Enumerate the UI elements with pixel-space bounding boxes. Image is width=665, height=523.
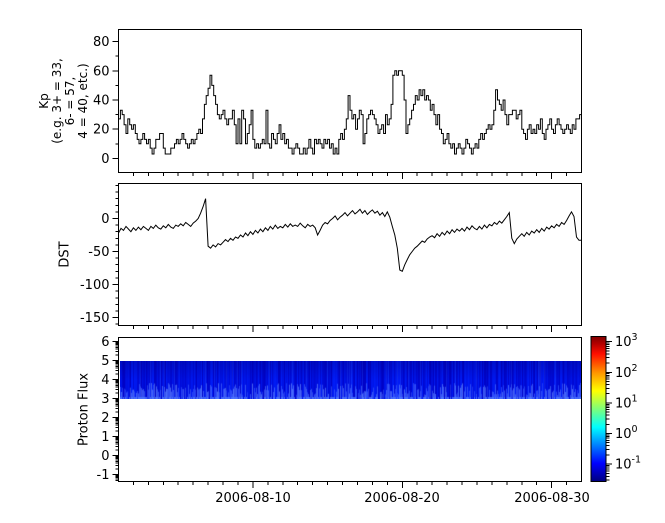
proton-ytick-label: 3 <box>101 392 109 407</box>
proton-ytick-label: -1 <box>97 468 110 483</box>
kp-ytick-label: 20 <box>93 123 110 138</box>
dst-axes: 0 -50 -100 -150 <box>80 183 582 332</box>
kp-ytick-label: 0 <box>101 152 109 167</box>
proton-ytick-label: 1 <box>101 430 109 445</box>
kp-ytick-label: 80 <box>93 35 110 50</box>
proton-flux-spectrogram <box>120 361 581 399</box>
dst-ytick-label: 0 <box>101 212 109 227</box>
colorbar-tick-label: 100 <box>615 424 638 442</box>
proton-axes: -1 0 1 2 3 4 5 6 <box>97 335 582 488</box>
proton-ytick-label: 4 <box>101 373 109 388</box>
kp-ytick-label: 60 <box>93 64 110 79</box>
dst-series <box>118 198 582 273</box>
dst-ytick-label: -50 <box>88 245 109 260</box>
proton-ytick-label: 6 <box>101 335 109 350</box>
kp-axes: 0 20 40 60 80 <box>93 29 582 179</box>
dst-ytick-label: -100 <box>80 278 110 293</box>
proton-ytick-label: 2 <box>101 411 109 426</box>
kp-ytick-label: 40 <box>93 93 110 108</box>
colorbar <box>591 336 606 482</box>
proton-ytick-label: 5 <box>101 354 109 369</box>
colorbar-tick-label: 101 <box>615 393 638 411</box>
proton-ytick-label: 0 <box>101 449 109 464</box>
colorbar-tick-label: 10-1 <box>615 455 641 473</box>
colorbar-axes: 103 102 101 100 10-1 <box>590 332 641 482</box>
colorbar-tick-label: 102 <box>615 363 638 381</box>
colorbar-tick-label: 103 <box>615 332 638 350</box>
dst-ytick-label: -150 <box>80 311 110 326</box>
kp-series <box>118 70 582 155</box>
